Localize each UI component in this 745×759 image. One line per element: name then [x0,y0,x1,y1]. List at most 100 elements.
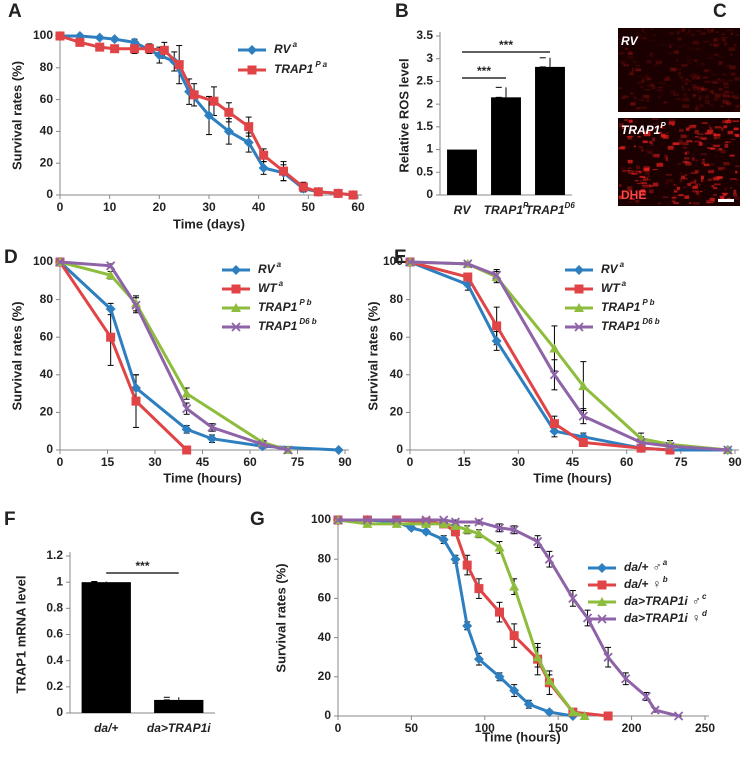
micrograph-speck [704,95,709,99]
micrograph-speck [715,176,719,180]
marker [636,437,646,448]
micrograph-speck [707,178,712,181]
micrograph-speck [623,147,627,150]
micrograph-speck [715,40,722,42]
micrograph-speck [695,191,700,195]
micrograph-speck [708,162,715,167]
y-tick-label: 60 [40,329,54,343]
micrograph-speck [723,193,727,196]
micrograph-speck [701,175,704,180]
micrograph-speck [722,120,728,124]
micrograph-speck [662,127,668,130]
micrograph-speck [681,85,684,89]
marker [421,518,432,528]
micrograph-speck [663,134,669,139]
marker [231,265,241,275]
y-axis-label: Survival rates (%) [365,301,380,410]
micrograph-speck [652,182,659,187]
micrograph-speck [660,125,664,129]
micrograph-speck [700,178,704,182]
micrograph-speck [728,47,736,52]
micrograph-speck [632,60,638,64]
micrograph-speck [654,153,660,158]
image-label: RV [621,34,639,48]
micrograph-speck [713,135,717,140]
micrograph-speck [735,31,738,33]
micrograph-speck [714,93,721,98]
micrograph-speck [624,59,627,64]
panel-letter: D [4,247,18,268]
marker [494,523,505,533]
micrograph-speck [624,63,630,67]
micrograph-speck [693,179,697,183]
micrograph-speck [731,94,739,99]
micrograph-speck [619,123,624,128]
micrograph-speck [679,178,683,183]
marker [549,419,559,429]
micrograph-speck [698,95,703,99]
micrograph-speck [686,140,693,143]
x-tick-label: 50 [405,721,419,735]
legend-name: da/+ ♀ [624,577,661,591]
marker [578,411,588,421]
micrograph-speck [681,28,686,33]
x-tick-label: 50 [302,200,316,214]
y-tick-label: 0.4 [46,653,63,667]
micrograph-speck [700,62,705,67]
micrograph-speck [627,189,632,192]
marker [494,542,505,552]
micrograph-speck [649,140,653,144]
micrograph-speck [697,133,704,135]
micrograph [618,118,740,206]
x-tick-label: da/+ [94,721,118,735]
micrograph-speck [730,72,736,76]
x-tick-label: 0 [407,455,414,469]
marker [438,518,449,528]
micrograph-speck [721,32,725,36]
micrograph-speck [656,88,663,92]
micrograph-speck [658,44,664,46]
micrograph-speck [681,65,686,67]
micrograph-speck [630,102,635,106]
micrograph-speck [639,106,647,110]
y-tick-label: 0.5 [416,164,433,178]
marker [509,525,519,535]
micrograph-speck [692,87,700,91]
micrograph-speck [644,89,651,91]
micrograph-speck [642,185,649,189]
micrograph-speck [685,161,690,164]
marker [544,675,555,685]
micrograph-speck [685,151,690,155]
micrograph-speck [691,33,695,36]
series-line [337,518,586,718]
legend-name: TRAP1 [601,300,641,314]
micrograph-speck [707,29,714,33]
micrograph-speck [682,178,688,180]
micrograph-speck [715,31,719,34]
micrograph-speck [618,52,625,55]
marker [181,424,192,435]
micrograph-speck [719,79,726,82]
micrograph-speck [705,166,709,168]
y-tick-label: 60 [318,591,332,605]
micrograph-speck [708,77,714,81]
x-tick-label: TRAP1D6 [525,201,575,217]
micrograph-speck [638,130,642,134]
micrograph-speck [664,154,668,159]
micrograph-speck [711,28,714,32]
micrograph-speck [714,155,718,158]
micrograph-speck [691,76,696,80]
micrograph-speck [683,81,686,84]
micrograph-speck [649,148,654,151]
micrograph-speck [627,50,633,53]
micrograph-speck [713,37,718,42]
micrograph-speck [688,125,691,129]
micrograph-speck [656,163,664,167]
micrograph-speck [638,99,645,102]
micrograph-speck [634,97,638,100]
marker [578,437,588,447]
y-tick-label: 80 [40,292,54,306]
micrograph-speck [652,118,659,121]
legend-sup: b [663,575,668,584]
micrograph-speck [671,68,676,71]
